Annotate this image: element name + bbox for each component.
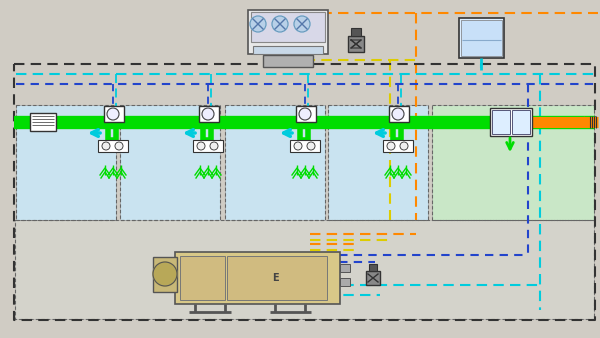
Bar [366,271,380,285]
Bar [251,12,325,42]
Bar [290,140,320,152]
Bar [98,140,128,152]
Circle shape [272,16,288,32]
Bar [340,278,350,286]
Circle shape [102,142,110,150]
Circle shape [202,108,214,120]
Bar [340,264,350,272]
Text: E: E [272,273,278,283]
Circle shape [299,108,311,120]
Bar [225,105,325,220]
Bar [16,105,116,220]
Bar [104,106,124,122]
Bar [253,46,323,54]
Circle shape [115,142,123,150]
Bar [459,18,504,58]
Circle shape [107,108,119,120]
Bar [153,257,177,292]
Bar [296,106,316,122]
Bar [175,252,340,304]
Bar [432,105,594,220]
Circle shape [210,142,218,150]
Circle shape [294,142,302,150]
Circle shape [400,142,408,150]
Bar [180,256,225,300]
Bar [369,264,377,271]
Bar [490,108,532,136]
Bar [389,106,409,122]
Circle shape [294,16,310,32]
Circle shape [392,108,404,120]
Bar [492,110,510,134]
Bar [328,105,428,220]
Bar [193,140,223,152]
Bar [199,106,219,122]
Bar [348,36,364,52]
Bar [461,20,502,56]
Circle shape [153,262,177,286]
Bar [512,110,530,134]
Bar [248,10,328,54]
Bar [263,55,313,67]
Circle shape [250,16,266,32]
Circle shape [387,142,395,150]
Circle shape [307,142,315,150]
Bar [227,256,327,300]
Bar [351,28,361,36]
Bar [383,140,413,152]
Bar [15,220,594,319]
Circle shape [197,142,205,150]
Bar [30,113,56,131]
Bar [120,105,220,220]
